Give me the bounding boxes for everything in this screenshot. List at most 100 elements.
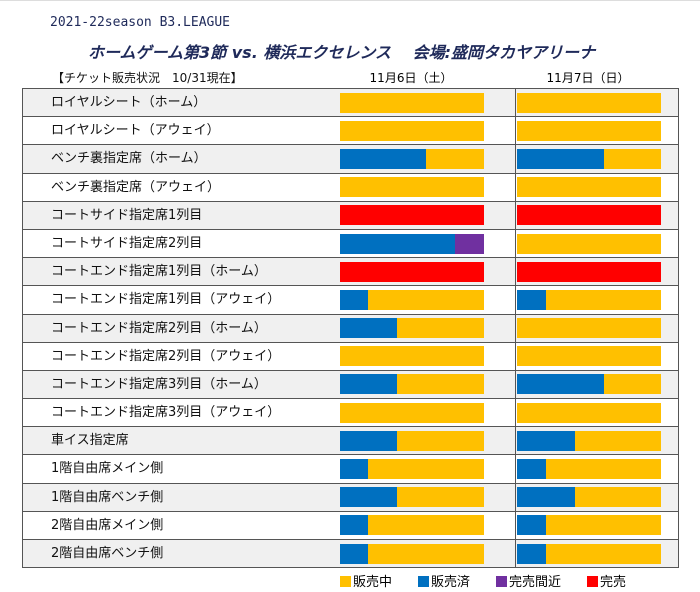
status-cell-d2 <box>516 315 678 342</box>
selling-segment <box>517 177 662 198</box>
status-bar <box>517 289 662 310</box>
seat-type-label: コートエンド指定席1列目（ホーム） <box>51 264 267 280</box>
selling-segment <box>425 148 484 169</box>
seat-type-label: コートエンド指定席1列目（アウェイ） <box>51 292 281 308</box>
status-cell-d2 <box>516 174 678 201</box>
table-row: コートエンド指定席3列目（ホーム） <box>23 370 678 400</box>
legend-label: 完売 <box>600 575 627 590</box>
status-cell-d2 <box>516 117 678 144</box>
status-bar <box>339 120 484 141</box>
status-bar <box>517 233 662 254</box>
status-cell-d1 <box>339 258 517 286</box>
status-bar <box>339 177 484 198</box>
status-bar <box>517 543 662 564</box>
status-cell-d1 <box>339 173 517 201</box>
page-title: ホームゲーム第3節 vs. 横浜エクセレンス 会場:盛岡タカヤアリーナ <box>88 43 595 62</box>
sold-segment <box>517 515 547 536</box>
status-cell-d1 <box>339 342 517 370</box>
status-cell-d1 <box>339 399 517 427</box>
selling-segment <box>517 120 662 141</box>
status-bar <box>339 459 484 480</box>
soldout-segment <box>517 261 662 282</box>
table-row: コートエンド指定席2列目（ホーム） <box>23 314 678 343</box>
ticket-table: ロイヤルシート（ホーム） ロイヤルシート（アウェイ） ベンチ裏指定席（ホーム） ベンチ… <box>22 88 679 569</box>
status-bar <box>517 318 662 339</box>
sold-segment <box>339 233 455 254</box>
table-row: コートエンド指定席2列目（アウェイ） <box>23 342 678 371</box>
selling-segment <box>517 92 662 113</box>
status-cell-d2 <box>516 286 678 313</box>
legend-swatch <box>340 576 351 587</box>
table-row: 2階自由席ベンチ側 <box>23 540 678 569</box>
legend-label: 販売済 <box>431 575 471 590</box>
table-row: 1階自由席メイン側 <box>23 455 678 484</box>
status-bar <box>339 374 484 395</box>
selling-segment <box>574 430 662 451</box>
selling-segment <box>339 346 484 367</box>
sold-segment <box>517 148 604 169</box>
selling-segment <box>546 543 662 564</box>
table-row: 車イス指定席 <box>23 427 678 456</box>
status-bar <box>339 430 484 451</box>
sold-segment <box>339 148 426 169</box>
selling-segment <box>546 289 662 310</box>
status-bar <box>339 515 484 536</box>
sold-segment <box>517 459 547 480</box>
seat-type-label: ロイヤルシート（ホーム） <box>51 95 207 110</box>
status-bar <box>339 233 484 254</box>
legend-item-almost: 完売間近 <box>496 571 561 590</box>
sold-segment <box>339 459 369 480</box>
selling-segment <box>517 233 662 254</box>
selling-segment <box>603 374 662 395</box>
legend-label: 完売間近 <box>509 575 562 590</box>
status-bar <box>517 515 662 536</box>
selling-segment <box>517 346 662 367</box>
selling-segment <box>397 430 484 451</box>
selling-segment <box>546 515 662 536</box>
status-bar <box>517 148 662 169</box>
selling-segment <box>517 402 662 423</box>
selling-segment <box>339 120 484 141</box>
status-cell-d2 <box>516 455 678 482</box>
status-cell-d1 <box>339 229 517 258</box>
table-row: ベンチ裏指定席（ホーム） <box>23 145 678 174</box>
seat-type-label: コートエンド指定席2列目（アウェイ） <box>51 348 281 364</box>
status-bar <box>339 205 484 226</box>
sold-segment <box>339 318 398 339</box>
legend-item-selling: 販売中 <box>340 571 392 590</box>
table-row: コートエンド指定席1列目（アウェイ） <box>23 286 678 315</box>
table-row: 1階自由席ベンチ側 <box>23 483 678 512</box>
status-bar <box>339 318 484 339</box>
status-bar <box>339 289 484 310</box>
legend-item-soldout: 完売 <box>587 571 626 590</box>
legend-item-sold: 販売済 <box>418 571 470 590</box>
selling-segment <box>574 487 662 508</box>
status-bar <box>339 92 484 113</box>
status-bar <box>517 177 662 198</box>
selling-segment <box>368 543 484 564</box>
seat-type-label: 1階自由席ベンチ側 <box>51 489 164 505</box>
almost-segment <box>454 233 484 254</box>
selling-segment <box>339 402 484 423</box>
status-cell-d1 <box>339 455 517 483</box>
seat-type-label: コートエンド指定席3列目（アウェイ） <box>51 405 281 421</box>
status-cell-d1 <box>339 145 517 173</box>
status-cell-d2 <box>516 484 678 511</box>
seat-type-label: 2階自由席ベンチ側 <box>51 546 164 561</box>
status-cell-d2 <box>516 512 678 539</box>
selling-segment <box>339 92 484 113</box>
selling-segment <box>368 289 484 310</box>
status-cell-d1 <box>339 370 517 399</box>
status-bar <box>517 261 662 282</box>
seat-type-label: ベンチ裏指定席（ホーム） <box>51 151 207 167</box>
date-header-2: 11月7日（日） <box>546 71 630 85</box>
seat-type-label: 1階自由席メイン側 <box>51 461 164 477</box>
seat-type-label: コートサイド指定席1列目 <box>51 207 203 223</box>
selling-segment <box>397 487 484 508</box>
status-cell-d2 <box>516 371 678 398</box>
status-cell-d2 <box>516 427 678 454</box>
status-cell-d1 <box>339 286 517 314</box>
seat-type-label: ロイヤルシート（アウェイ） <box>51 123 220 139</box>
selling-segment <box>546 459 662 480</box>
table-row: コートエンド指定席1列目（ホーム） <box>23 258 678 287</box>
